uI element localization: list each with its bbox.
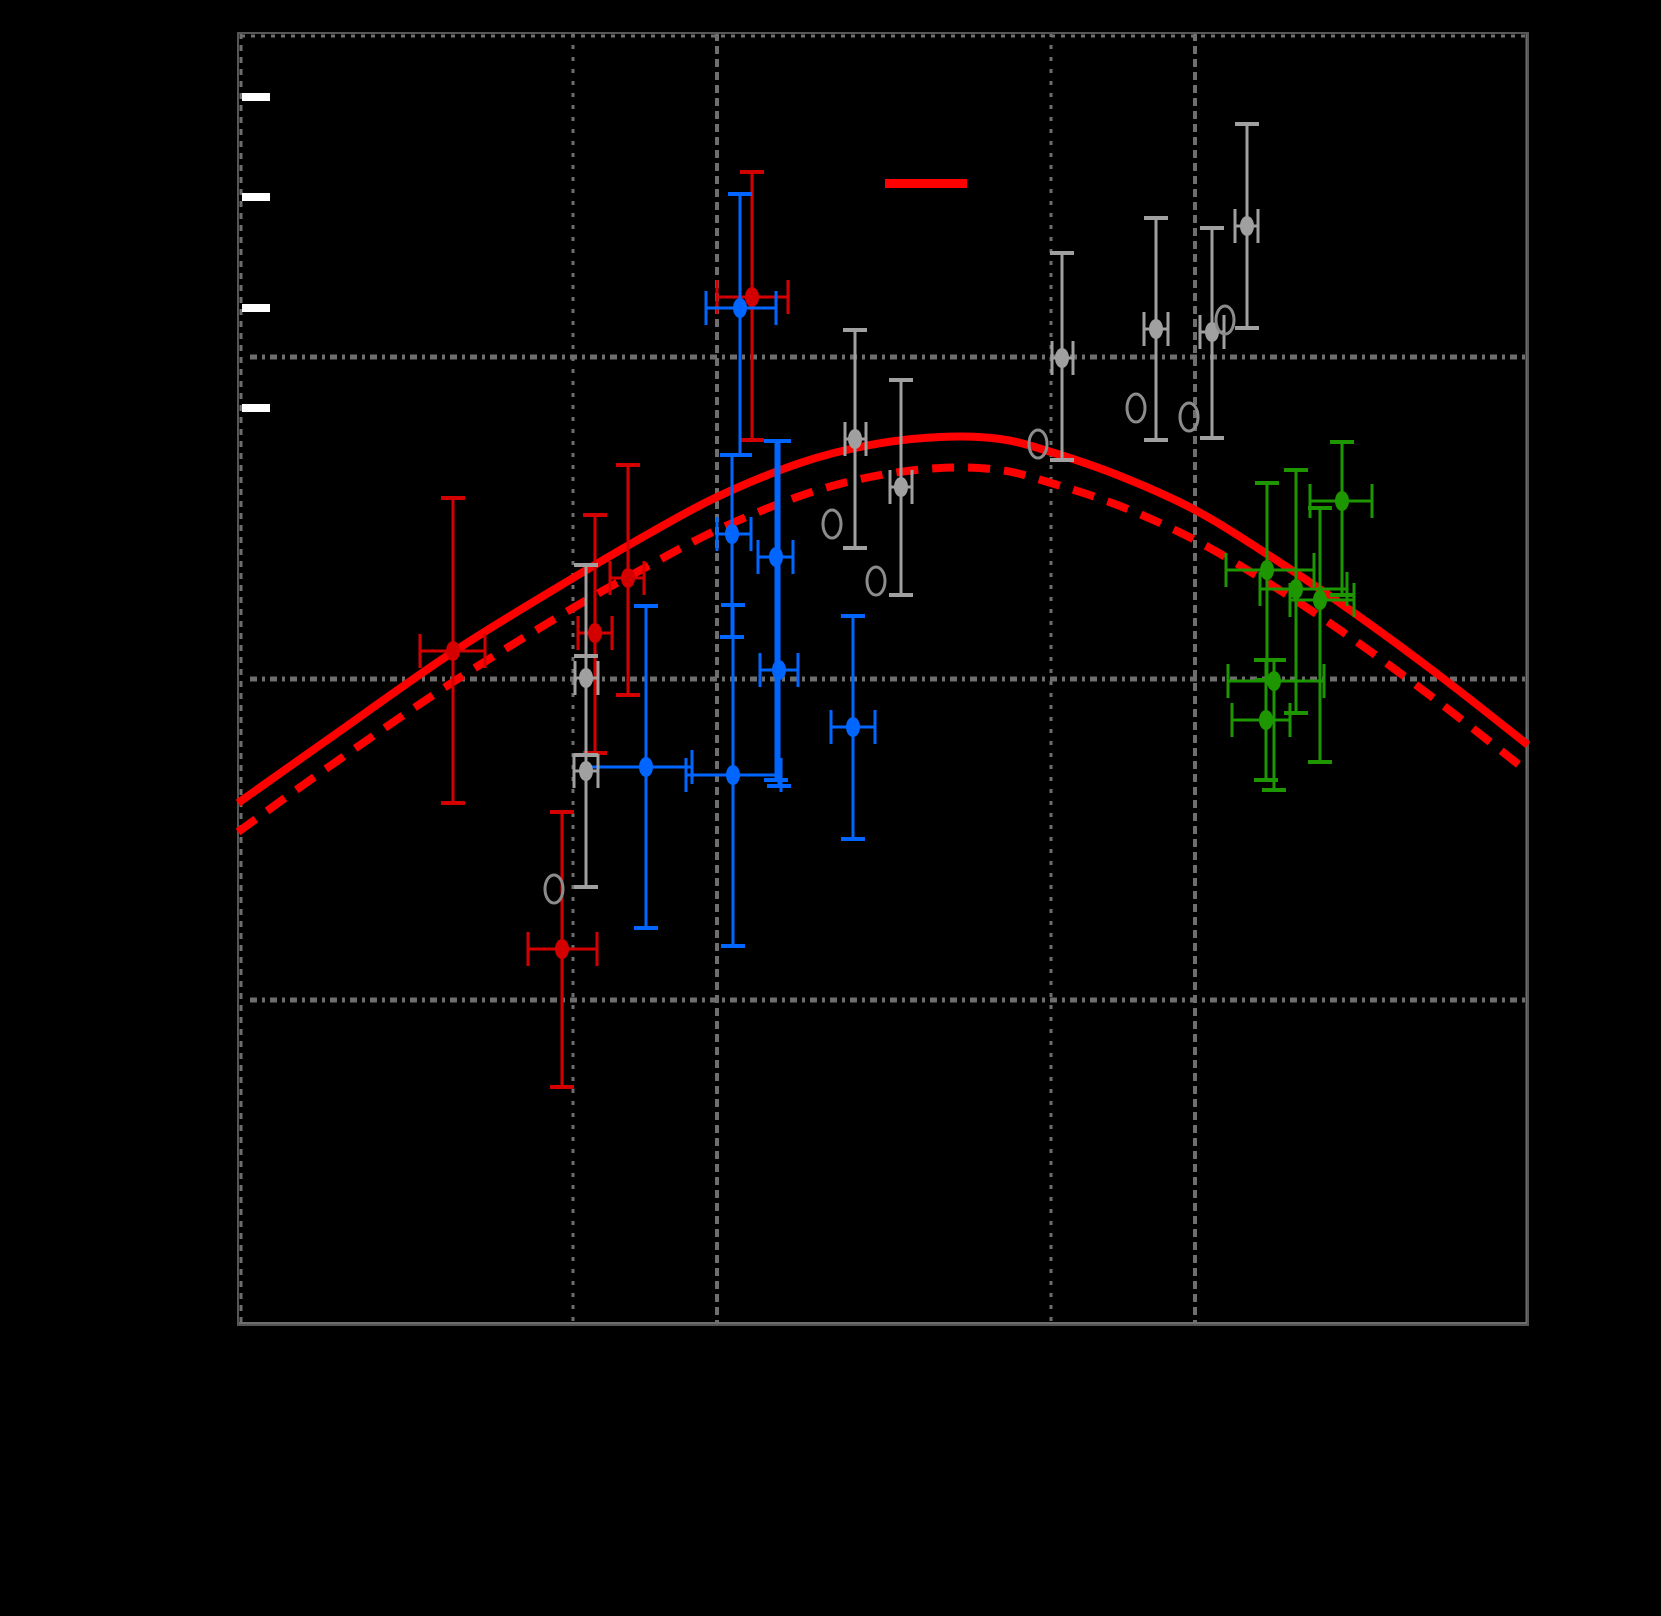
data-point [1214,304,1236,336]
filled-circle-marker [725,524,739,544]
filled-circle-marker [745,287,759,307]
series-red [418,170,790,1089]
legend-swatch [242,304,270,312]
series-gray-open [543,304,1236,905]
data-point [1125,392,1147,424]
open-circle-marker [1214,304,1236,336]
filled-circle-marker [639,757,653,777]
data-point [1288,506,1356,764]
open-circle-marker [543,873,565,905]
filled-circle-marker [772,660,786,680]
open-circle-marker [1178,401,1200,433]
legend-swatch [242,404,270,412]
legend [242,93,967,412]
filled-circle-marker [555,939,569,959]
data-series [418,122,1374,1089]
data-point [865,565,887,597]
data-point [715,170,790,442]
data-point [1027,428,1049,460]
filled-circle-marker [1260,560,1274,580]
filled-circle-marker [1149,319,1163,339]
series-gray-filled [572,122,1260,889]
filled-circle-marker [1055,348,1069,368]
data-point [1308,440,1374,597]
filled-circle-marker [733,298,747,318]
filled-circle-marker [621,568,635,588]
filled-circle-marker [588,623,602,643]
data-point [608,463,646,697]
data-point [526,810,599,1089]
data-point [758,439,800,788]
data-point [1258,468,1349,715]
data-point [543,873,565,905]
filled-circle-marker [1267,671,1281,691]
data-point [1050,251,1075,462]
filled-circle-marker [846,717,860,737]
data-point [1233,122,1260,330]
filled-circle-marker [1240,216,1254,236]
data-point [572,654,600,889]
open-circle-marker [1125,392,1147,424]
series-green [1224,440,1374,792]
data-point [1178,401,1200,433]
open-circle-marker [865,565,887,597]
filled-circle-marker [579,761,593,781]
data-point [821,508,843,540]
filled-circle-marker [1259,710,1273,730]
filled-circle-marker [769,547,783,567]
data-point [584,604,694,930]
filled-circle-marker [1205,322,1219,342]
data-point [1142,216,1170,442]
plot-frame [237,32,1529,1326]
data-point [829,614,877,841]
filled-circle-marker [446,641,460,661]
filled-circle-marker [1335,491,1349,511]
curve-fit-solid [235,432,1531,807]
legend-swatch [242,193,270,201]
data-point [704,192,778,457]
open-circle-marker [1027,428,1049,460]
filled-circle-marker [1313,590,1327,610]
data-point [843,328,868,550]
data-point [1230,658,1292,782]
data-point [684,603,783,948]
filled-circle-marker [1289,579,1303,599]
filled-circle-marker [894,477,908,497]
filled-circle-marker [848,429,862,449]
filled-circle-marker [726,765,740,785]
data-point [418,496,487,805]
open-circle-marker [821,508,843,540]
series-blue [584,192,877,948]
legend-swatch-fit [885,179,967,188]
data-point [888,378,914,597]
legend-swatch [242,93,270,101]
data-point [1198,226,1226,440]
data-point [1226,658,1326,792]
